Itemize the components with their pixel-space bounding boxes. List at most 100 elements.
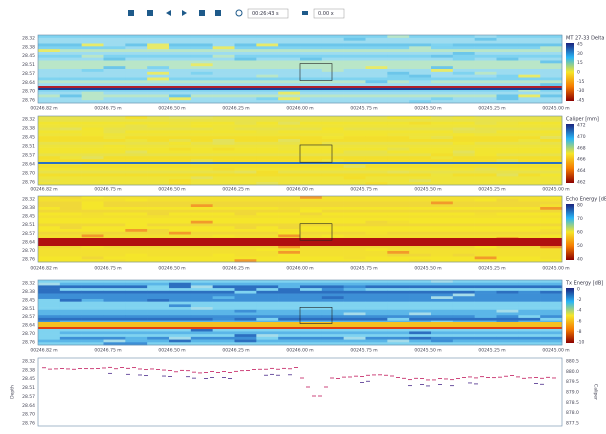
back-button[interactable]	[166, 10, 171, 16]
heatmap-cell	[474, 285, 497, 289]
heatmap-cell	[540, 121, 563, 125]
heatmap-cell	[518, 176, 541, 180]
heatmap-cell	[452, 309, 475, 313]
next-button[interactable]	[199, 10, 205, 16]
heatmap-cell	[212, 83, 235, 87]
heatmap-cell	[409, 35, 432, 39]
heatmap-cell	[81, 69, 104, 73]
heatmap-cell	[452, 212, 475, 216]
heatmap-cell	[387, 207, 410, 211]
heatmap-cell	[38, 176, 61, 180]
heatmap-cell	[518, 139, 541, 143]
heatmap-cell	[256, 147, 279, 151]
heatmap-cell	[234, 182, 257, 186]
heatmap-cell	[409, 220, 432, 224]
heatmap-cell	[38, 334, 61, 338]
heatmap-cell	[190, 173, 213, 177]
heatmap-cell	[256, 336, 279, 340]
heatmap-cell	[300, 253, 323, 257]
heatmap-band	[38, 327, 562, 329]
heatmap-cell	[409, 124, 432, 128]
heatmap-cell	[387, 296, 410, 300]
heatmap-cell	[125, 40, 148, 44]
x-label: 00246.75 m	[94, 266, 121, 272]
heatmap-cell	[300, 144, 323, 148]
heatmap-cell	[321, 141, 344, 146]
heatmap-cell	[212, 198, 235, 202]
last-button[interactable]	[215, 10, 221, 16]
heatmap-cell	[169, 100, 192, 104]
heatmap-cell	[452, 215, 475, 219]
heatmap-cell	[452, 226, 475, 230]
heatmap-cell	[234, 176, 257, 180]
heatmap-cell	[212, 153, 235, 157]
heatmap-cell	[496, 71, 519, 75]
heatmap-cell	[59, 334, 82, 338]
heatmap-cell	[431, 52, 454, 56]
depth-label: 28.32	[22, 197, 35, 203]
x-label: 00245.75 m	[350, 106, 377, 112]
heatmap-cell	[38, 66, 61, 70]
play-button[interactable]	[182, 10, 187, 16]
heatmap-cell	[278, 164, 301, 169]
heatmap-cell	[38, 63, 61, 67]
heatmap-cell	[321, 196, 344, 200]
heatmap-cell	[387, 198, 410, 202]
prev-button[interactable]	[147, 10, 153, 16]
heatmap-cell	[147, 331, 170, 335]
heatmap-cell	[125, 116, 148, 120]
time-box[interactable]	[247, 8, 289, 19]
heatmap-cell	[59, 63, 82, 67]
heatmap-cell	[81, 215, 104, 219]
heatmap-cell	[212, 77, 235, 81]
heatmap-cell	[343, 150, 366, 154]
scale-label: 880.5	[566, 359, 579, 365]
depth-label: 28.64	[22, 239, 35, 245]
heatmap-cell	[103, 71, 126, 75]
heatmap-cell	[518, 124, 541, 128]
heatmap-cell	[190, 309, 213, 313]
heatmap-cell	[409, 77, 432, 81]
heatmap-cell	[103, 245, 126, 249]
heatmap-cell	[81, 293, 104, 297]
heatmap-cell	[256, 223, 279, 227]
heatmap-cell	[496, 167, 519, 171]
heatmap-cell	[387, 40, 410, 44]
heatmap-cell	[147, 226, 170, 230]
heatmap-cell	[103, 229, 126, 233]
heatmap-cell	[431, 290, 454, 294]
heatmap-cell	[474, 253, 497, 257]
heatmap-cell	[38, 121, 61, 125]
heatmap-cell	[452, 328, 475, 332]
heatmap-cell	[190, 204, 213, 208]
heatmap-cell	[256, 57, 279, 61]
heatmap-cell	[452, 290, 475, 294]
heatmap-cell	[496, 37, 519, 41]
heatmap-cell	[431, 328, 454, 332]
heatmap-cell	[234, 309, 257, 313]
heatmap-cell	[474, 280, 497, 284]
heatmap-cell	[278, 124, 301, 128]
heatmap-cell	[234, 282, 257, 286]
heatmap-cell	[169, 83, 192, 87]
heatmap-cell	[59, 136, 82, 140]
heatmap-cell	[190, 150, 213, 154]
heatmap-cell	[125, 80, 148, 84]
heatmap-cell	[59, 60, 82, 64]
first-button[interactable]	[128, 10, 134, 16]
heatmap-cell	[190, 63, 213, 67]
speed-box[interactable]	[313, 8, 345, 19]
heatmap-cell	[212, 296, 235, 300]
heatmap-cell	[452, 40, 475, 44]
heatmap-cell	[190, 54, 213, 58]
heatmap-cell	[518, 209, 541, 213]
heatmap-cell	[343, 52, 366, 56]
scale-label: 50	[577, 243, 583, 249]
heatmap-cell	[452, 100, 475, 104]
heatmap-cell	[125, 259, 148, 263]
heatmap-cell	[256, 328, 279, 332]
heatmap-cell	[474, 288, 497, 292]
heatmap-cell	[59, 179, 82, 183]
heatmap-cell	[234, 223, 257, 227]
